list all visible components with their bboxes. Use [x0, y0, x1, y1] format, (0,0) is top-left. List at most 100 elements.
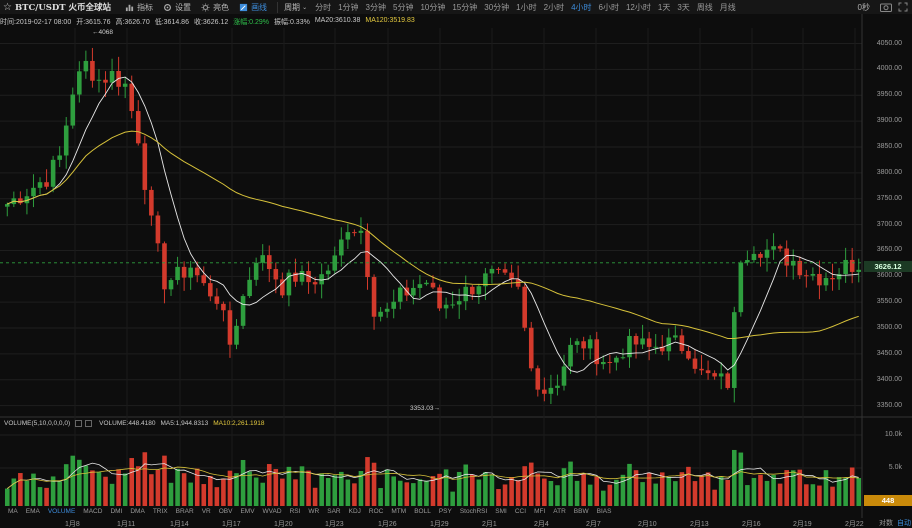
indicator-tab-cci[interactable]: CCI	[514, 508, 527, 515]
candle-body	[208, 283, 213, 297]
period-9[interactable]: 4小时	[571, 2, 592, 12]
indicator-tab-dma[interactable]: DMA	[130, 508, 145, 515]
volume-bar	[528, 462, 534, 506]
indicator-tab-vr[interactable]: VR	[201, 508, 211, 515]
volume-settings-button[interactable]	[75, 420, 83, 427]
candle-body	[653, 346, 658, 348]
draw-button[interactable]: 画线	[239, 2, 267, 13]
y-tick-label: 3900.00	[876, 117, 902, 125]
period-15[interactable]: 月线	[719, 2, 736, 12]
candle-body	[705, 370, 711, 374]
indicator-tab-mfi[interactable]: MFI	[534, 508, 546, 515]
volume-bar	[830, 486, 835, 506]
theme-button[interactable]: 亮色	[201, 2, 229, 13]
indicator-tab-roc[interactable]: ROC	[368, 508, 384, 515]
volume-bar	[515, 480, 521, 506]
volume-bar	[836, 477, 842, 506]
period-11[interactable]: 12小时	[625, 2, 651, 12]
candle-body	[90, 60, 95, 81]
indicator-tab-bbw[interactable]: BBW	[573, 508, 589, 515]
indicator-tab-trix[interactable]: TRIX	[152, 508, 168, 515]
period-1[interactable]: 1分钟	[338, 2, 359, 12]
volume-bar	[109, 483, 115, 506]
candle-body	[437, 287, 442, 309]
y-tick-label: 4050.00	[876, 39, 902, 47]
indicator-tab-ma[interactable]: MA	[8, 508, 18, 515]
candle-body	[83, 60, 89, 72]
camera-icon[interactable]	[880, 2, 892, 12]
indicator-tab-mtm[interactable]: MTM	[391, 508, 407, 515]
period-3[interactable]: 5分钟	[393, 2, 414, 12]
candle-body	[561, 366, 567, 386]
volume-bar	[430, 476, 436, 506]
period-13[interactable]: 3天	[677, 2, 690, 12]
symbol-title[interactable]: BTC/USDT 火币全球站	[14, 3, 112, 13]
indicator-tab-kdj[interactable]: KDJ	[348, 508, 361, 515]
indicator-tab-atr[interactable]: ATR	[553, 508, 566, 515]
indicator-tab-obv[interactable]: OBV	[218, 508, 233, 515]
period-8[interactable]: 2小时	[543, 2, 565, 12]
volume-bar	[509, 476, 514, 506]
y-tick-label: 3350.00	[876, 401, 902, 409]
period-list: 分时 1分钟 3分钟 5分钟 10分钟 15分钟 30分钟 1小时 2小时 4小时 6小时 12小时 1…	[315, 2, 743, 13]
period-4[interactable]: 10分钟	[420, 2, 446, 12]
indicator-tab-wvad[interactable]: WVAD	[262, 508, 282, 515]
indicator-tab-bias[interactable]: BIAS	[596, 508, 612, 515]
indicator-tab-rsi[interactable]: RSI	[289, 508, 301, 515]
period-selector[interactable]: 周期 ⌄	[277, 1, 307, 13]
candle-body	[725, 373, 731, 388]
y-tick-label: 3650.00	[876, 246, 902, 254]
indicator-tab-dmi[interactable]: DMI	[110, 508, 123, 515]
period-2[interactable]: 3分钟	[365, 2, 386, 12]
volume-bar	[325, 478, 331, 506]
indicator-tab-wr[interactable]: WR	[308, 508, 320, 515]
indicators-button[interactable]: 指标	[125, 2, 153, 13]
volume-bar	[194, 468, 200, 506]
candle-body	[57, 155, 62, 160]
volume-bar	[273, 469, 279, 506]
period-10[interactable]: 6小时	[598, 2, 619, 12]
candle-body	[77, 71, 82, 95]
indicator-tab-emv[interactable]: EMV	[240, 508, 255, 515]
period-12[interactable]: 1天	[657, 2, 671, 12]
indicator-tab-psy[interactable]: PSY	[438, 508, 452, 515]
indicator-tab-smi[interactable]: SMI	[495, 508, 507, 515]
volume-bar	[718, 476, 724, 506]
volume-close-button[interactable]	[85, 420, 93, 427]
volume-bar	[640, 482, 645, 506]
candle-body	[528, 327, 534, 369]
volume-bar	[463, 464, 469, 506]
indicator-tab-sar[interactable]: SAR	[327, 508, 341, 515]
indicator-tab-volume[interactable]: VOLUME	[47, 508, 76, 515]
candle-body	[162, 243, 167, 290]
indicator-tab-ema[interactable]: EMA	[25, 508, 40, 515]
indicator-tab-boll[interactable]: BOLL	[414, 508, 431, 515]
candle-body	[718, 373, 724, 377]
candle-body	[319, 274, 324, 285]
volume-bar	[404, 482, 410, 506]
candle-body	[476, 286, 482, 295]
star-icon[interactable]: ☆	[3, 1, 12, 13]
candle-body	[614, 357, 619, 363]
volume-bar	[646, 472, 652, 506]
candle-body	[574, 341, 580, 345]
period-14[interactable]: 周线	[696, 2, 713, 12]
theme-label: 亮色	[213, 2, 230, 12]
candle-body	[620, 357, 626, 359]
period-5[interactable]: 15分钟	[452, 2, 478, 12]
indicator-tab-stochrsi[interactable]: StochRSI	[459, 508, 488, 515]
vol-tick-label: 10.0k	[884, 431, 902, 438]
indicator-tab-brar[interactable]: BRAR	[175, 508, 194, 515]
period-7[interactable]: 1小时	[516, 2, 537, 12]
period-0[interactable]: 分时	[315, 2, 332, 12]
indicator-tab-macd[interactable]: MACD	[83, 508, 103, 515]
candle-body	[391, 301, 396, 309]
settings-button[interactable]: 设置	[163, 2, 191, 13]
candle-body	[325, 270, 331, 275]
fullscreen-icon[interactable]	[898, 2, 908, 12]
auto-scale-button[interactable]: 对数 自动	[879, 518, 911, 528]
period-6[interactable]: 30分钟	[484, 2, 510, 12]
y-tick-label: 3400.00	[876, 375, 902, 383]
candle-body	[627, 336, 632, 358]
